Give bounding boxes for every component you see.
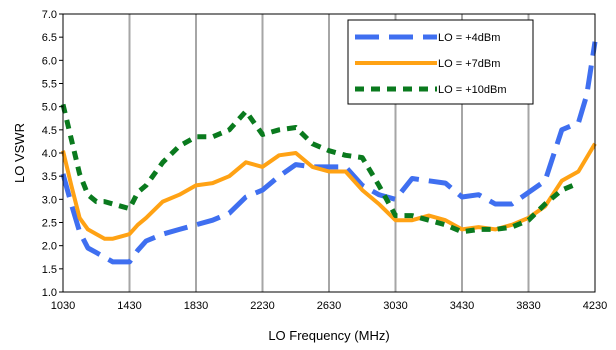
legend-label-2: LO = +7dBm	[438, 58, 500, 70]
y-tick-label: 1.5	[42, 264, 57, 276]
series-line-1	[60, 41, 598, 265]
x-tick-labels: 1030 1430 1830 2230 2630 3030 3430 3830 4230	[51, 300, 607, 312]
y-tick-label: 4.0	[42, 148, 57, 160]
y-tick-label: 3.5	[42, 171, 57, 183]
y-tick-label: 3.0	[42, 194, 57, 206]
y-tick-label: 2.5	[42, 218, 57, 230]
y-tick-label: 6.5	[42, 32, 57, 44]
legend: LO = +4dBm LO = +7dBm LO = +10dBm	[347, 19, 534, 105]
legend-label-3: LO = +10dBm	[438, 84, 507, 96]
legend-label-1: LO = +4dBm	[438, 32, 500, 44]
x-tick-label: 4230	[583, 300, 607, 312]
y-tick-label: 1.0	[42, 287, 57, 299]
y-tick-label: 7.0	[42, 9, 57, 21]
y-tick-label: 4.5	[42, 125, 57, 137]
x-tick-label: 3030	[383, 300, 407, 312]
x-tick-label: 3830	[516, 300, 540, 312]
x-tick-label: 1030	[51, 300, 75, 312]
x-tick-label: 3430	[450, 300, 474, 312]
x-tick-label: 2630	[317, 300, 341, 312]
x-axis-title: LO Frequency (MHz)	[268, 328, 389, 343]
y-tick-label: 5.0	[42, 102, 57, 114]
y-tick-label: 2.0	[42, 241, 57, 253]
series-line-3	[60, 103, 580, 235]
y-tick-labels: 1.0 1.5 2.0 2.5 3.0 3.5 4.0 4.5 5.0 5.5 6.0 6.5 7.0	[42, 9, 63, 299]
x-tick-label: 1430	[117, 300, 141, 312]
y-tick-label: 6.0	[42, 55, 57, 67]
y-axis-title: LO VSWR	[12, 123, 27, 183]
y-tick-label: 5.5	[42, 79, 57, 91]
x-tick-label: 2230	[250, 300, 274, 312]
series-group	[60, 41, 598, 265]
series-line-2	[61, 142, 597, 241]
x-tick-label: 1830	[184, 300, 208, 312]
